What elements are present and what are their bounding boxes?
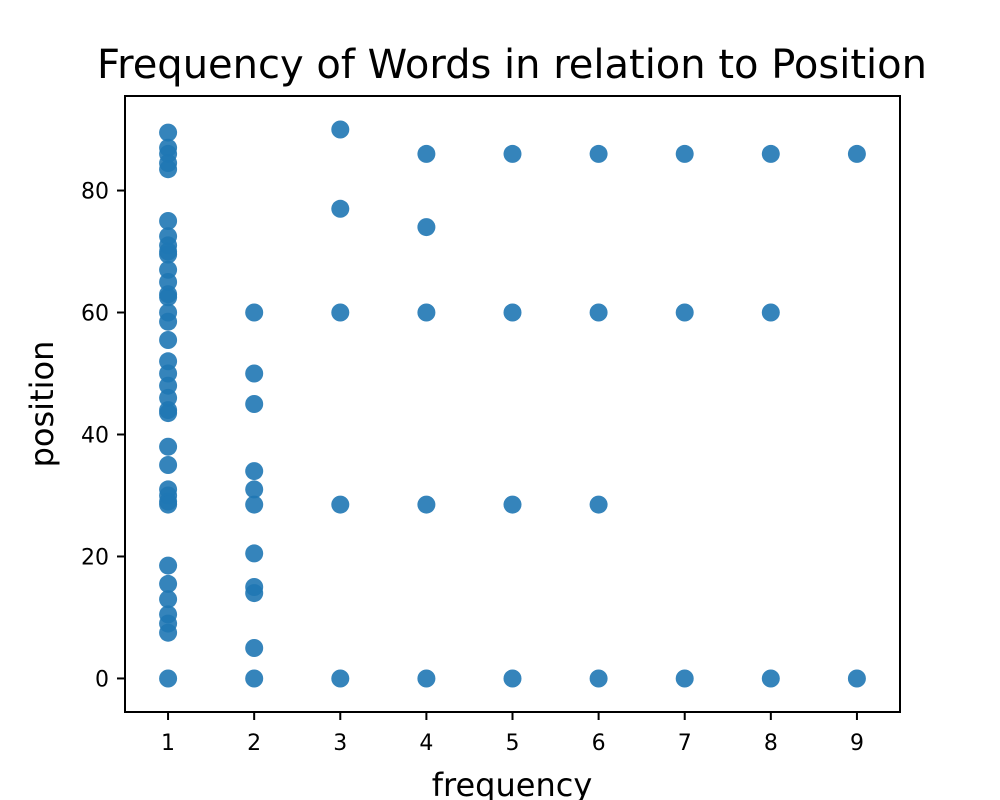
data-point	[761, 669, 780, 688]
x-tick-label: 4	[419, 731, 433, 756]
data-point	[675, 303, 694, 322]
data-point	[159, 495, 178, 514]
data-point	[159, 623, 178, 642]
data-point	[245, 395, 264, 413]
data-point	[245, 495, 264, 514]
data-point	[331, 120, 350, 139]
plot-frame	[124, 95, 901, 713]
data-point	[159, 245, 178, 264]
y-tick-label: 0	[95, 667, 109, 692]
data-point	[159, 123, 178, 142]
data-point	[331, 199, 350, 218]
x-tick-label: 5	[506, 731, 520, 756]
x-tick-label: 8	[764, 731, 778, 756]
data-point	[159, 212, 178, 230]
data-point	[245, 303, 264, 322]
data-point	[761, 144, 780, 163]
data-point	[675, 669, 694, 688]
data-point	[589, 303, 608, 322]
data-point	[761, 303, 780, 322]
y-tick-label: 60	[81, 302, 109, 327]
data-point	[417, 144, 436, 163]
data-point	[331, 495, 350, 514]
data-point	[159, 437, 178, 456]
data-point	[245, 544, 264, 563]
data-point	[159, 312, 178, 331]
data-point	[331, 669, 350, 688]
x-tick-label: 1	[161, 731, 175, 756]
data-point	[159, 574, 178, 593]
data-point	[245, 584, 264, 603]
points-layer	[159, 120, 866, 688]
x-tick-label: 6	[592, 731, 606, 756]
y-tick-label: 40	[81, 423, 109, 448]
x-tick-label: 3	[333, 731, 347, 756]
x-axis-label: frequency	[432, 766, 593, 800]
data-point	[417, 218, 436, 237]
data-point	[417, 303, 436, 322]
y-tick-label: 20	[81, 545, 109, 570]
data-point	[331, 303, 350, 322]
data-point	[503, 303, 522, 322]
data-point	[417, 669, 436, 688]
data-point	[503, 144, 522, 163]
data-point	[245, 669, 264, 688]
y-tick-label: 80	[81, 180, 109, 205]
data-point	[159, 160, 178, 179]
x-tick-label: 7	[678, 731, 692, 756]
data-point	[589, 495, 608, 514]
data-point	[503, 669, 522, 688]
data-point	[245, 462, 264, 481]
y-axis: 0 20 40 60 80	[81, 180, 125, 692]
chart-title: Frequency of Words in relation to Positi…	[97, 42, 927, 88]
data-point	[589, 144, 608, 163]
data-point	[847, 669, 866, 688]
data-point	[417, 495, 436, 514]
data-point	[159, 669, 178, 688]
data-point	[159, 456, 178, 474]
data-point	[503, 495, 522, 514]
data-point	[159, 288, 178, 307]
data-point	[245, 639, 264, 657]
y-axis-label: position	[23, 341, 61, 468]
x-tick-label: 9	[850, 731, 864, 756]
data-point	[159, 404, 178, 423]
x-tick-label: 2	[247, 731, 261, 756]
data-point	[847, 144, 866, 163]
data-point	[589, 669, 608, 688]
x-axis: 1 2 3 4 5 6 7 8 9	[161, 712, 864, 756]
data-point	[245, 364, 264, 383]
data-point	[159, 556, 178, 575]
data-point	[159, 331, 178, 349]
data-point	[159, 590, 178, 609]
data-point	[245, 480, 264, 499]
data-point	[675, 144, 694, 163]
